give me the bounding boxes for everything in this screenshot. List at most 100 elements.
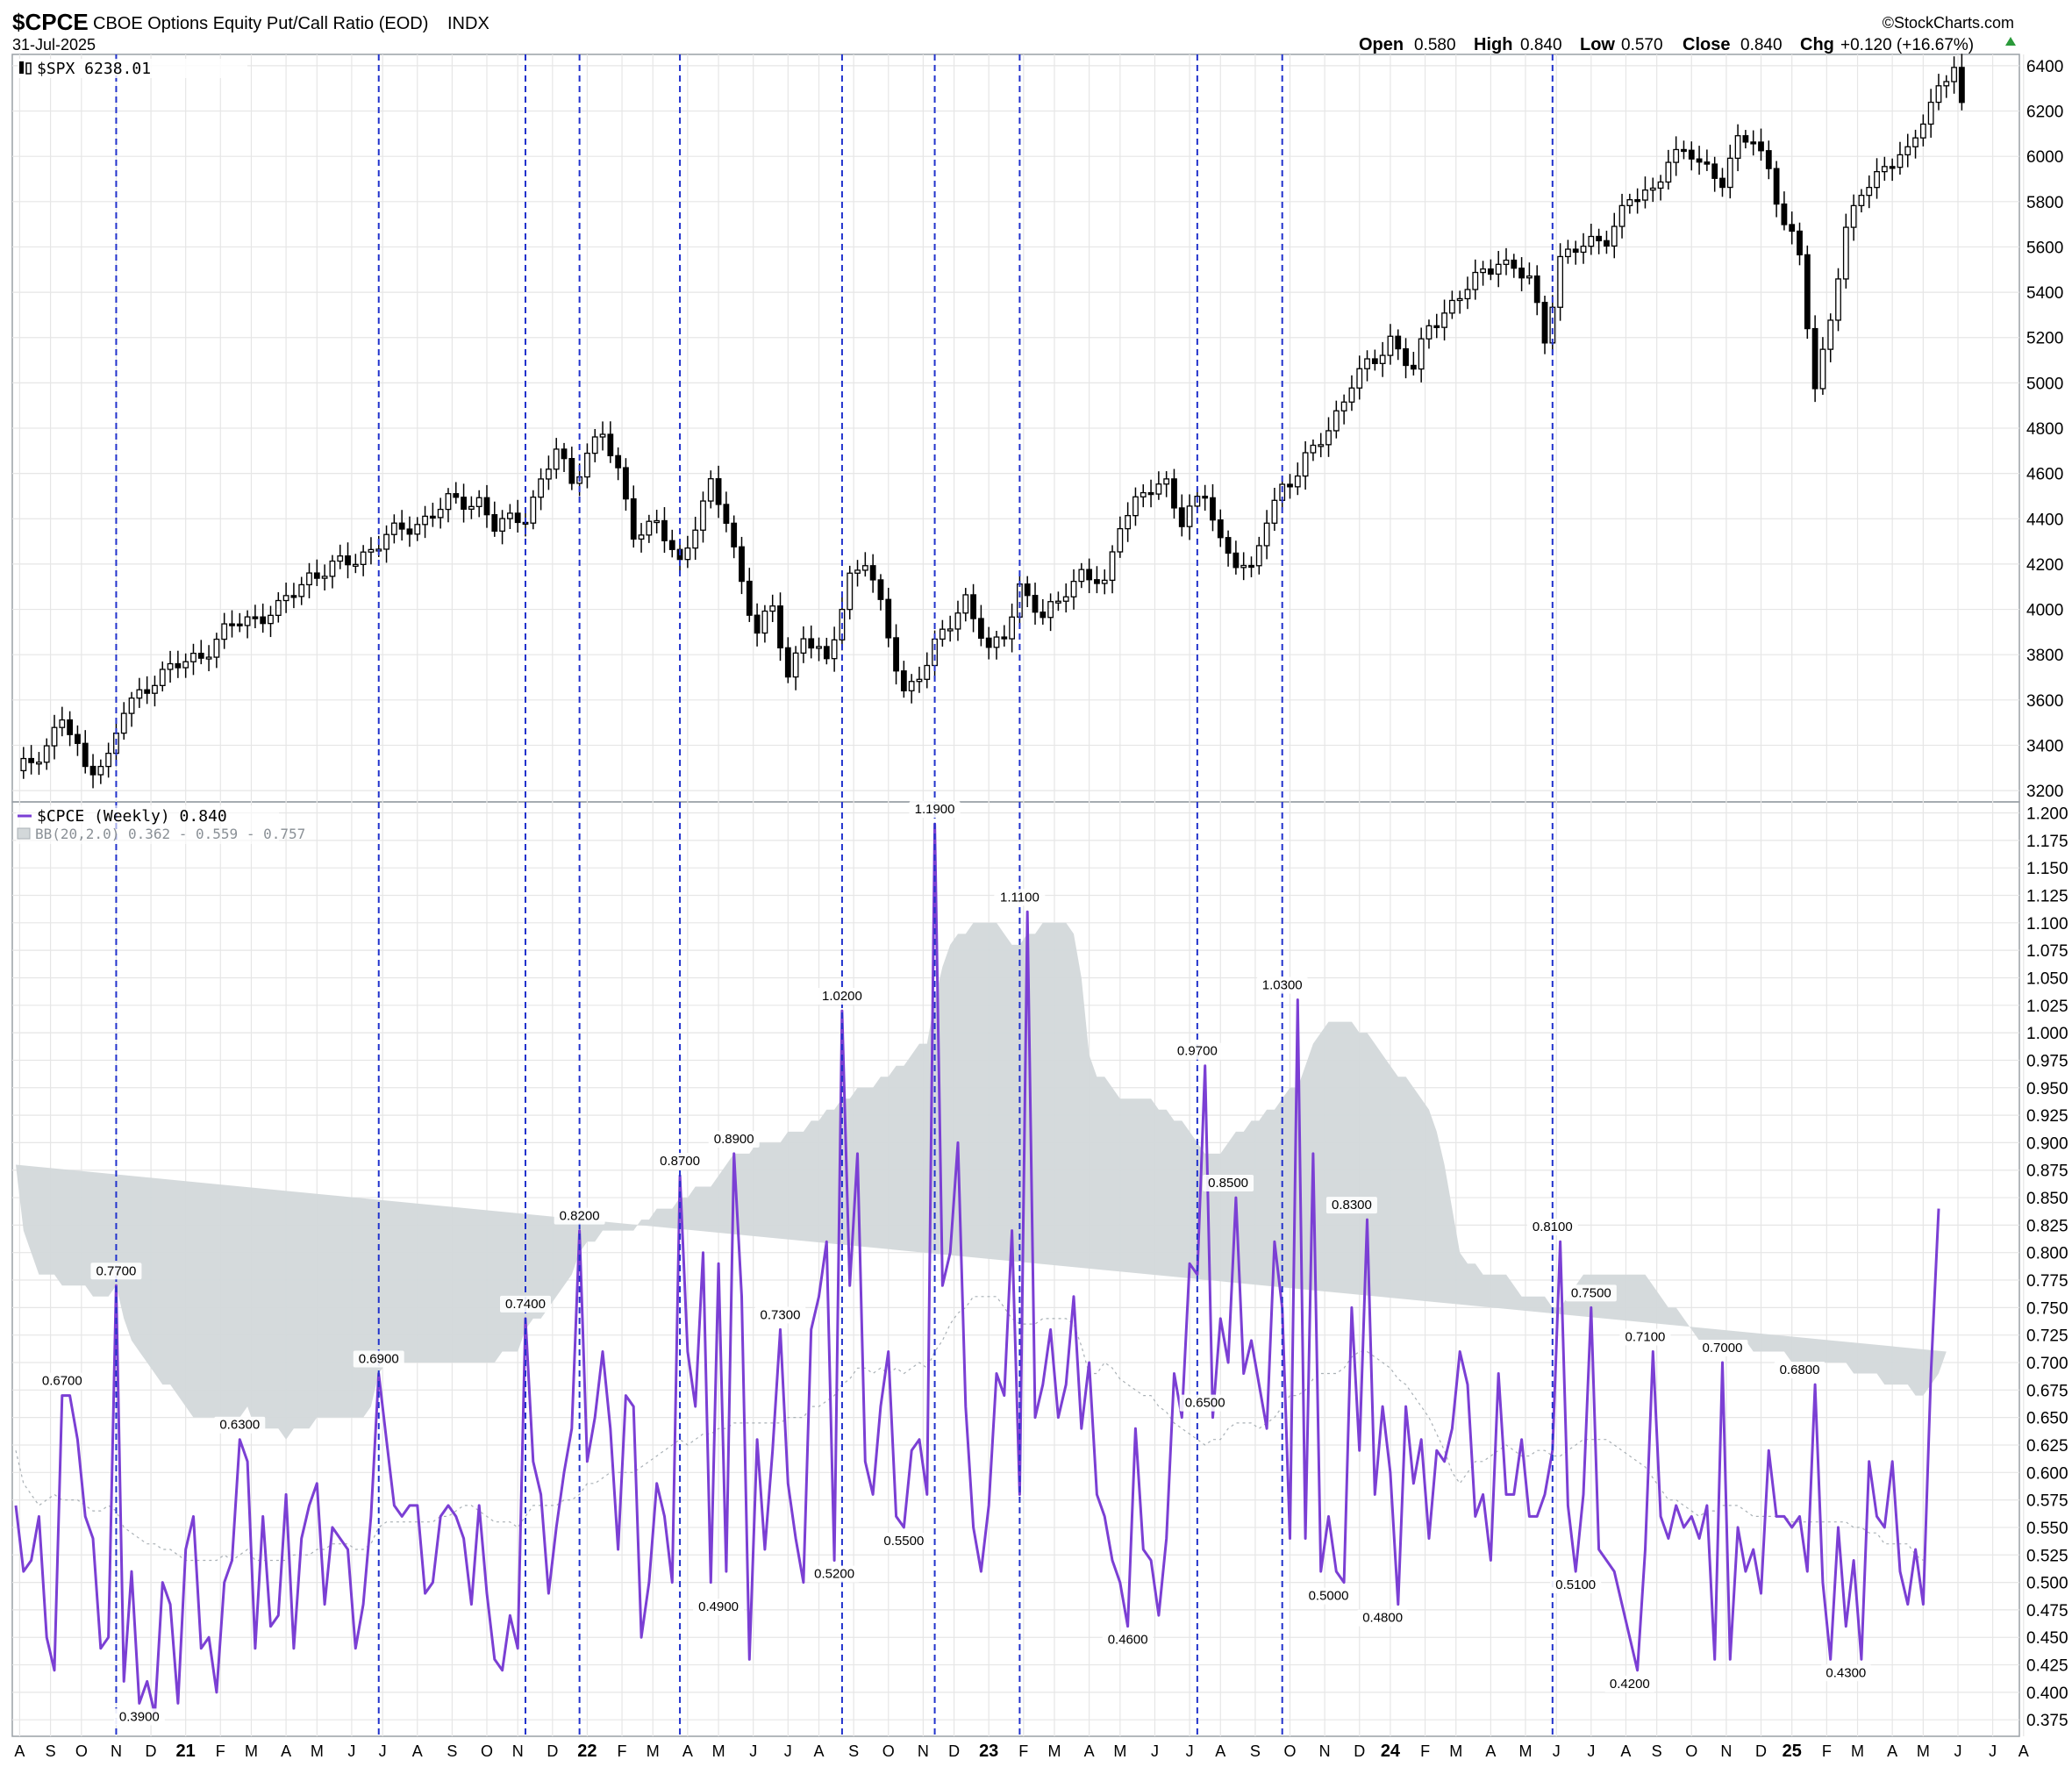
candle-body (1302, 452, 1309, 477)
candle-body (1866, 186, 1873, 197)
peak-label-bg (1179, 1394, 1231, 1412)
high-value: 0.840 (1520, 36, 1562, 54)
x-tick-label: O (481, 1742, 493, 1760)
candle-body (615, 454, 622, 469)
peak-label: 0.8200 (554, 1207, 605, 1225)
x-tick-label: J (749, 1742, 757, 1760)
candle-body (82, 742, 89, 768)
candle-body (197, 652, 204, 659)
cpce-y-tick-label: 0.500 (2026, 1575, 2068, 1593)
candle-body (43, 745, 50, 763)
x-tick-label: S (1652, 1742, 1662, 1760)
candle-body (167, 662, 174, 670)
candle-body (1773, 168, 1780, 205)
candle-body (306, 572, 312, 586)
candle-body (1634, 199, 1641, 203)
candle-body (939, 628, 946, 640)
candle-body (97, 765, 104, 776)
candle-body (229, 623, 235, 626)
peak-label-text: 1.0300 (1262, 978, 1303, 993)
bb-legend-text: BB(20,2.0) 0.362 - 0.559 - 0.757 (35, 826, 305, 842)
candle-body (1371, 358, 1378, 364)
candle-body (128, 698, 135, 714)
x-tick-label: M (647, 1742, 660, 1760)
candle-body (1588, 235, 1595, 247)
candle-body (1171, 478, 1177, 509)
candle-body (1418, 338, 1425, 370)
bb-middle-line (15, 1296, 1924, 1562)
candle-body (1719, 177, 1725, 189)
x-tick-label: D (1354, 1742, 1365, 1760)
candle-body (1711, 163, 1718, 179)
candle-body (1070, 580, 1077, 597)
candle-body (1287, 483, 1293, 488)
candle-body (252, 616, 259, 619)
candle-body (1186, 505, 1193, 527)
candle-body (607, 433, 614, 457)
x-tick-label: A (281, 1742, 291, 1760)
peak-label: 1.1900 (909, 801, 961, 819)
x-tick-label: S (1250, 1742, 1261, 1760)
candle-body (1912, 137, 1918, 147)
candle-body (1688, 149, 1695, 160)
candle-body (584, 452, 590, 478)
candle-body (1758, 141, 1764, 152)
cpce-y-tick-label: 0.525 (2026, 1547, 2068, 1565)
candle-body (1240, 564, 1247, 569)
peak-label-bg (754, 1306, 806, 1324)
cpce-y-tick-label: 1.175 (2026, 833, 2068, 851)
x-tick-label: M (1917, 1742, 1930, 1760)
candle-body (654, 519, 661, 524)
candle-body (553, 448, 560, 470)
spx-y-tick-label: 4000 (2026, 602, 2063, 620)
peak-label: 0.7400 (500, 1295, 552, 1313)
x-tick-label: J (1587, 1742, 1595, 1760)
candle-body (1248, 564, 1254, 569)
x-tick-label: J (784, 1742, 792, 1760)
peak-label: 0.6500 (1179, 1394, 1231, 1412)
candle-body (715, 478, 722, 505)
peak-label: 0.8300 (1325, 1197, 1377, 1214)
peak-label: 0.9700 (1171, 1042, 1223, 1060)
peak-label-bg (36, 1372, 88, 1390)
peak-label-text: 1.1900 (915, 802, 955, 817)
x-axis-labels: A S O N D 21 F M A M J J A S O N D 22 F M A M J J A S O N D 23 F M A M J J A… (14, 1742, 2028, 1761)
bb-legend-swatch (17, 827, 31, 840)
cpce-panel-frame (11, 801, 2020, 1737)
x-tick-label: M (1851, 1742, 1864, 1760)
chg-value: +0.120 (+16.67%) (1840, 36, 1974, 54)
peak-label-bg (816, 988, 868, 1005)
candle-body (1356, 368, 1363, 389)
candle-body (290, 595, 297, 598)
candle-body (985, 637, 992, 648)
candle-body (777, 605, 783, 649)
peak-annotations: 0.6700 0.7700 0.3900 0.6300 0.6900 0.7400 0.82… (36, 801, 1872, 1726)
cpce-line-layer (14, 822, 1940, 1716)
x-tick-label: M (1449, 1742, 1462, 1760)
peak-label-text: 0.6700 (42, 1374, 82, 1389)
peak-label-text: 0.9700 (1177, 1044, 1218, 1059)
x-tick-label: M (1048, 1742, 1061, 1760)
spx-y-tick-label: 6400 (2026, 58, 2063, 76)
peak-label-text: 0.5000 (1309, 1589, 1349, 1604)
close-label: Close (1683, 35, 1730, 54)
candle-body (1858, 195, 1865, 207)
peak-label-text: 0.4200 (1610, 1677, 1650, 1692)
candle-body (1726, 157, 1733, 189)
candle-body (977, 618, 984, 640)
peak-label: 0.7100 (1619, 1328, 1671, 1346)
spx-y-tick-label: 4200 (2026, 556, 2063, 575)
candle-body (175, 662, 182, 669)
spx-legend: $SPX 6238.01 (18, 59, 247, 78)
peak-label-text: 0.6300 (219, 1418, 260, 1433)
candle-body (1294, 475, 1301, 488)
cpce-y-tick-label: 0.575 (2026, 1492, 2068, 1511)
candle-body (1117, 527, 1124, 553)
candle-body (808, 638, 815, 649)
peak-label-bg (1325, 1197, 1377, 1214)
peak-label: 0.8900 (708, 1130, 760, 1148)
candle-body (1109, 551, 1116, 582)
candle-body (352, 563, 359, 567)
candle-body (429, 515, 436, 519)
